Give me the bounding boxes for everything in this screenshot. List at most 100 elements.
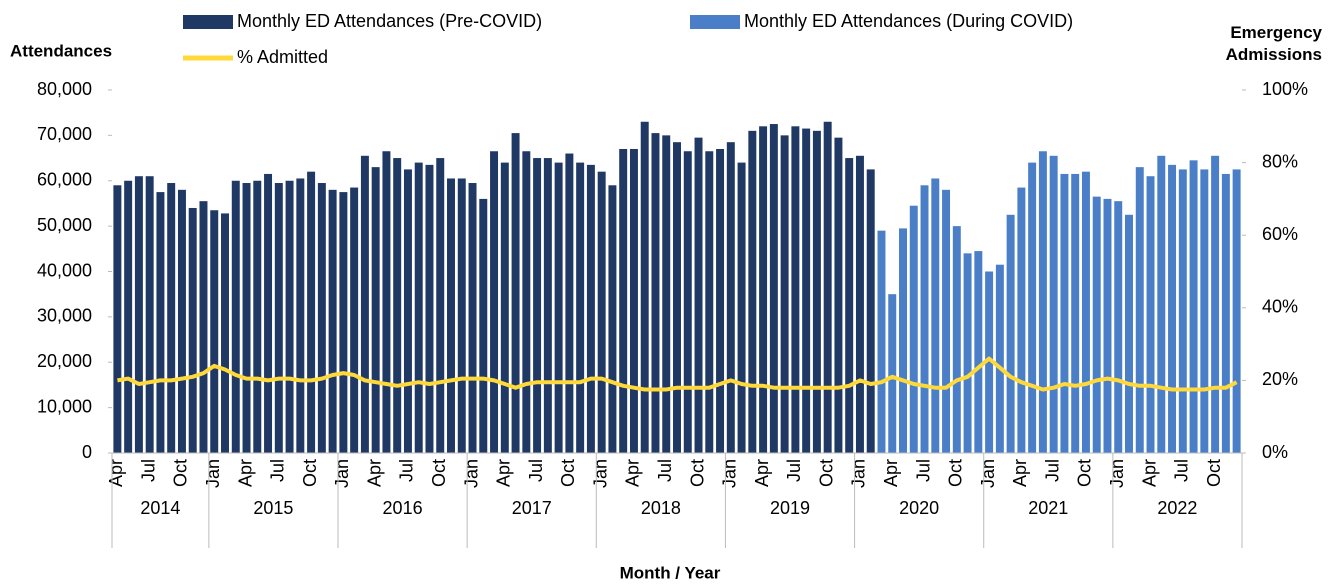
bar xyxy=(931,178,940,453)
bar xyxy=(791,126,800,454)
legend-label: % Admitted xyxy=(237,47,328,67)
bar xyxy=(1221,173,1230,453)
bar xyxy=(414,162,423,453)
bar xyxy=(447,178,455,453)
bar xyxy=(823,121,832,453)
legend-label: Monthly ED Attendances (During COVID) xyxy=(744,11,1073,31)
x-tick-label: Jul xyxy=(397,459,417,482)
bar xyxy=(1038,151,1047,453)
bar xyxy=(1017,187,1026,453)
y-tick-label: 0 xyxy=(82,442,92,462)
year-label: 2014 xyxy=(140,498,180,518)
x-tick-label: Jul xyxy=(268,459,288,482)
x-tick-label: Oct xyxy=(687,459,707,487)
bar xyxy=(662,135,671,453)
bar xyxy=(522,151,531,453)
y2-tick-label: 40% xyxy=(1262,297,1298,317)
bar xyxy=(1135,167,1144,453)
x-tick-label: Oct xyxy=(558,459,578,487)
bar xyxy=(802,128,811,453)
bar xyxy=(253,180,262,453)
x-tick-label: Apr xyxy=(623,459,643,487)
bar xyxy=(565,153,574,453)
bar xyxy=(382,151,391,453)
x-tick-label: Oct xyxy=(300,459,320,487)
y-axis-title: Attendances xyxy=(10,41,112,60)
x-tick-label: Jan xyxy=(978,459,998,488)
x-tick-label: Oct xyxy=(1075,459,1095,487)
legend-label: Monthly ED Attendances (Pre-COVID) xyxy=(237,11,542,31)
bar xyxy=(877,230,886,453)
bar xyxy=(726,142,735,453)
x-axis-title: Month / Year xyxy=(620,563,721,582)
bar xyxy=(1081,171,1090,454)
x-tick-label: Jul xyxy=(138,459,158,482)
x-tick-label: Jan xyxy=(849,459,869,488)
bar xyxy=(651,133,660,453)
x-tick-label: Jan xyxy=(720,459,740,488)
bar xyxy=(393,158,402,453)
y-tick-label: 30,000 xyxy=(37,306,92,326)
bar xyxy=(113,185,122,453)
bar xyxy=(1103,198,1112,453)
bar xyxy=(145,176,154,453)
bar xyxy=(845,158,854,453)
x-tick-label: Jan xyxy=(332,459,352,488)
bar xyxy=(1049,155,1058,453)
year-label: 2022 xyxy=(1157,498,1197,518)
line xyxy=(117,356,1238,392)
bar xyxy=(1178,169,1187,453)
bar xyxy=(812,130,821,453)
bar xyxy=(597,171,606,454)
bar xyxy=(1006,214,1015,453)
x-tick-label: Oct xyxy=(171,459,191,487)
bar xyxy=(909,205,918,453)
x-tick-label: Jan xyxy=(1107,459,1127,488)
x-tick-label: Jul xyxy=(526,459,546,482)
x-tick-label: Jan xyxy=(590,459,610,488)
y2-tick-label: 100% xyxy=(1262,79,1308,99)
y-tick-label: 40,000 xyxy=(37,260,92,280)
x-tick-label: Apr xyxy=(106,459,126,487)
bar xyxy=(737,162,746,453)
bar xyxy=(683,151,692,453)
bar xyxy=(264,173,273,453)
y-tick-label: 60,000 xyxy=(37,170,92,190)
bar xyxy=(1189,160,1198,454)
x-tick-label: Apr xyxy=(1010,459,1030,487)
bar xyxy=(866,169,875,453)
bar xyxy=(479,198,488,453)
x-tick-label: Apr xyxy=(1139,459,1159,487)
bar xyxy=(1146,176,1155,453)
bar xyxy=(705,151,714,453)
y-tick-label: 70,000 xyxy=(37,124,92,144)
x-tick-label: Jul xyxy=(1172,459,1192,482)
bar xyxy=(1157,155,1166,453)
bar xyxy=(834,137,843,454)
y-tick-label: 20,000 xyxy=(37,351,92,371)
legend-swatch xyxy=(690,15,740,29)
bar xyxy=(576,162,585,453)
bar xyxy=(425,164,434,453)
y2-axis-title: Emergency Admissions xyxy=(1226,23,1323,64)
bar xyxy=(608,185,617,453)
bar xyxy=(124,180,133,453)
bar xyxy=(974,251,983,453)
bar xyxy=(307,171,316,454)
x-tick-label: Apr xyxy=(235,459,255,487)
x-tick-label: Jul xyxy=(913,459,933,482)
x-tick-label: Apr xyxy=(881,459,901,487)
x-tick-label: Apr xyxy=(752,459,772,487)
bar xyxy=(317,183,326,454)
bar xyxy=(543,158,552,453)
bar xyxy=(296,178,305,453)
x-tick-label: Oct xyxy=(1204,459,1224,487)
bar xyxy=(619,148,628,454)
bar xyxy=(231,180,240,453)
bar xyxy=(748,130,757,453)
x-tick-label: Jul xyxy=(655,459,675,482)
bar xyxy=(436,158,445,453)
y2-tick-label: 60% xyxy=(1262,224,1298,244)
bar xyxy=(188,207,197,453)
